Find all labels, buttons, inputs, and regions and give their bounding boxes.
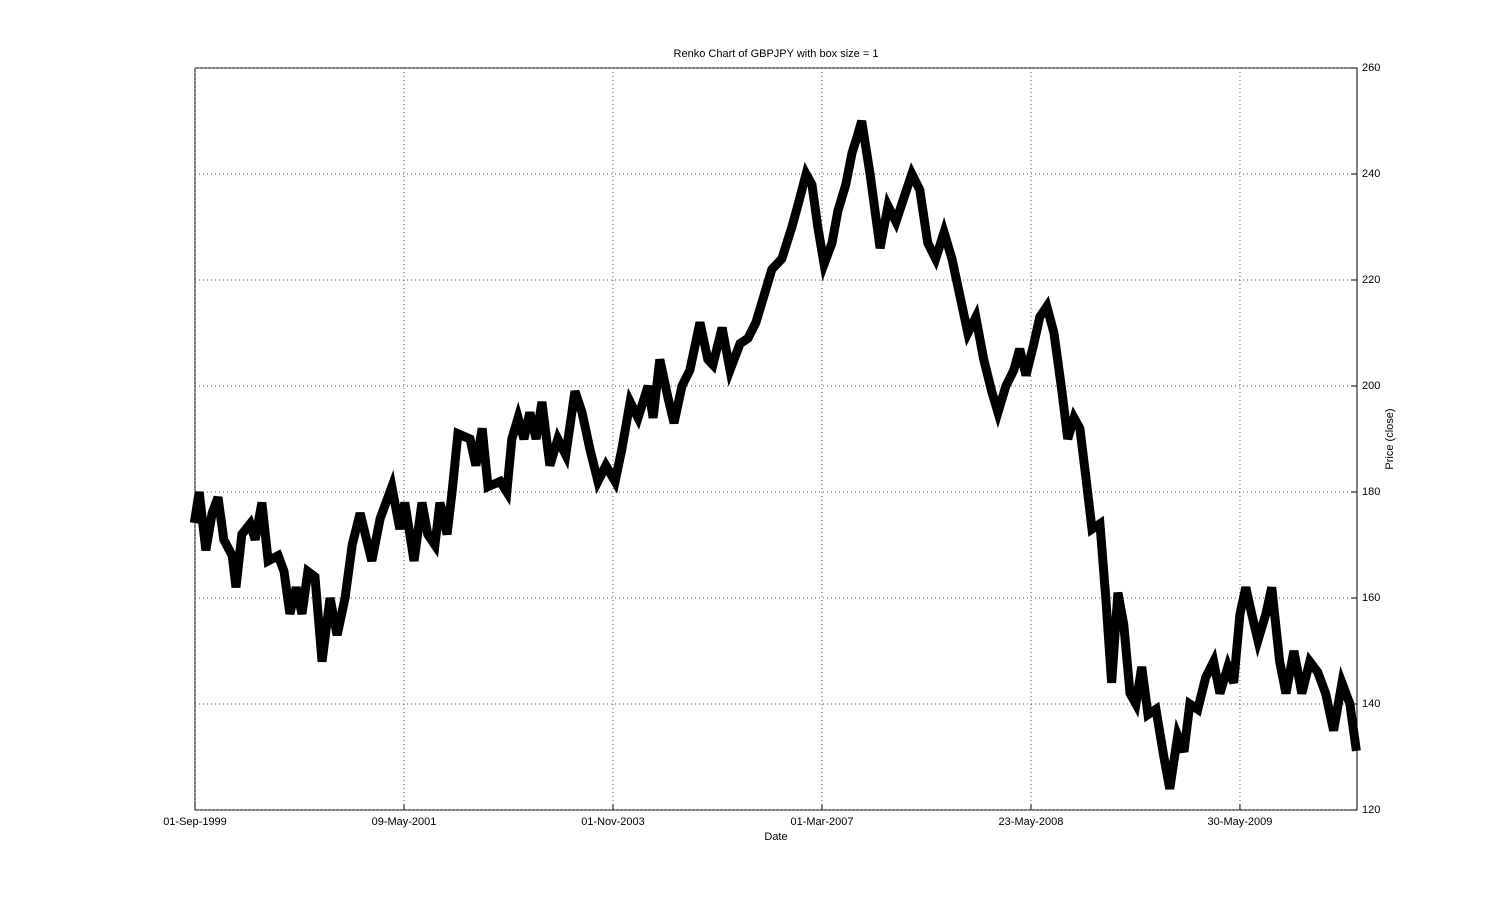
x-tick-label: 01-Mar-2007 — [790, 816, 853, 828]
chart-title: Renko Chart of GBPJPY with box size = 1 — [674, 48, 879, 60]
y-tick-label: 180 — [1362, 486, 1380, 498]
renko-line — [189, 119, 1361, 790]
y-tick-label: 200 — [1362, 380, 1380, 392]
y-tick-label: 140 — [1362, 698, 1380, 710]
y-tick-label: 120 — [1362, 804, 1380, 816]
y-tick-label: 260 — [1362, 62, 1380, 74]
x-tick-label: 01-Sep-1999 — [163, 816, 227, 828]
y-tick-label: 240 — [1362, 168, 1380, 180]
x-axis-label: Date — [764, 831, 787, 843]
x-tick-label: 23-May-2008 — [999, 816, 1064, 828]
x-tick-label: 30-May-2009 — [1208, 816, 1273, 828]
y-axis-label: Price (close) — [1384, 408, 1396, 469]
x-tick-label: 01-Nov-2003 — [581, 816, 645, 828]
y-tick-label: 160 — [1362, 592, 1380, 604]
plot-frame — [194, 67, 1358, 811]
y-tick-label: 220 — [1362, 274, 1380, 286]
x-tick-label: 09-May-2001 — [372, 816, 437, 828]
